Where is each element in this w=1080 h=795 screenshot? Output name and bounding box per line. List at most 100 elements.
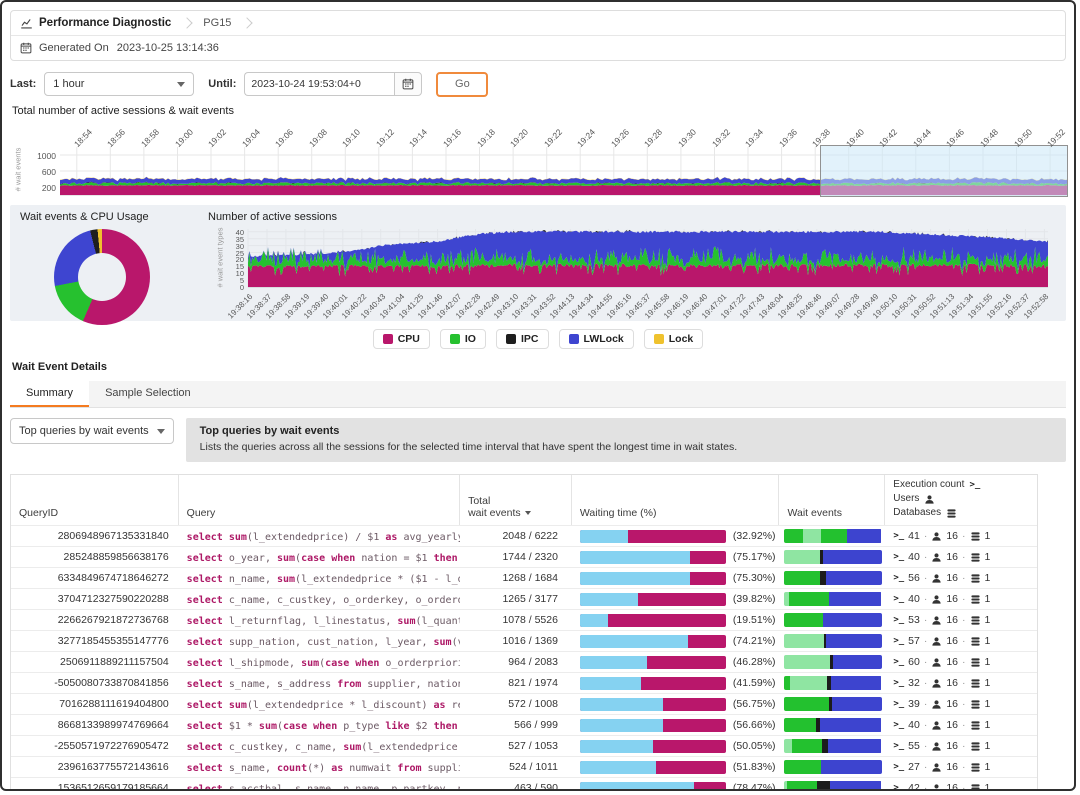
waiting-time-cell: (75.30%) <box>572 572 780 585</box>
databases-count: 1 <box>985 698 991 710</box>
table-row[interactable]: 2506911889211157504 select l_shipmode, s… <box>11 651 1037 672</box>
query-id: -5050080733870841856 <box>11 677 179 689</box>
last-select[interactable]: 1 hour <box>44 72 194 96</box>
terminal-icon: >_ <box>893 678 904 688</box>
chevron-down-icon <box>177 82 185 87</box>
column-header-queryid[interactable]: QueryID <box>11 475 179 525</box>
table-row[interactable]: 2396163775572143616 select s_name, count… <box>11 756 1037 777</box>
page-title: Performance Diagnostic <box>39 17 171 29</box>
execution-count: 32 <box>908 677 920 689</box>
tab-summary[interactable]: Summary <box>10 381 89 407</box>
table-row[interactable]: 7016288111619404800 select sum(l_extende… <box>11 693 1037 714</box>
table-row[interactable]: 2806948967135331840 select sum(l_extende… <box>11 525 1037 546</box>
user-icon <box>931 783 942 792</box>
table-row[interactable]: 8668133989974769664 select $1 * sum(case… <box>11 714 1037 735</box>
wait-event-segment <box>789 592 828 606</box>
wait-events-bar <box>784 529 882 543</box>
table-row[interactable]: 6334849674718646272 select n_name, sum(l… <box>11 567 1037 588</box>
column-header-wait-events[interactable]: Wait events <box>779 475 885 525</box>
users-count: 16 <box>946 635 958 647</box>
wait-events-bar <box>784 697 882 711</box>
waiting-time-bar <box>580 593 726 606</box>
table-row[interactable]: -5050080733870841856 select s_name, s_ad… <box>11 672 1037 693</box>
time-range-selection[interactable] <box>820 145 1068 197</box>
legend-swatch <box>654 334 664 344</box>
execution-count: 40 <box>908 593 920 605</box>
database-icon <box>970 531 981 542</box>
tab-sample-selection[interactable]: Sample Selection <box>89 381 207 407</box>
wait-event-segment <box>831 676 882 690</box>
wait-event-details-title: Wait Event Details <box>12 361 1066 373</box>
filter-bar: Last: 1 hour Until: Go <box>10 71 1066 97</box>
query-id: 2266267921872736768 <box>11 614 179 626</box>
breadcrumb-chevron-icon <box>182 17 193 28</box>
waiting-time-bar <box>580 635 726 648</box>
database-icon <box>970 573 981 584</box>
calendar-picker-button[interactable] <box>394 72 422 96</box>
table-row[interactable]: 2266267921872736768 select l_returnflag,… <box>11 609 1037 630</box>
waiting-time-percent: (32.92%) <box>733 530 776 542</box>
execution-count: 42 <box>908 782 920 791</box>
execution-cell: >_ 32· 16· 1 <box>885 677 1037 689</box>
user-icon <box>931 699 942 710</box>
wait-event-segment <box>784 760 821 774</box>
wait-event-segment <box>817 781 830 791</box>
waiting-time-bar <box>580 530 726 543</box>
breadcrumb-item-pg15[interactable]: PG15 <box>203 17 231 29</box>
waiting-time-percent: (78.47%) <box>733 782 776 791</box>
waiting-time-percent: (56.66%) <box>733 719 776 731</box>
query-sql: select $1 * sum(case when p_type like $2… <box>179 716 460 734</box>
wait-events-cell <box>780 571 886 585</box>
overview-chart[interactable]: 18:5418:5618:5819:0019:0219:0419:0619:08… <box>10 119 1074 199</box>
query-sql: select sum(l_extendedprice) / $1 as avg_… <box>179 527 460 545</box>
database-icon <box>970 636 981 647</box>
legend-item-cpu[interactable]: CPU <box>373 329 430 349</box>
query-id: 3277185455355147776 <box>11 635 179 647</box>
y-axis-label: # wait event types <box>216 222 225 294</box>
sort-desc-icon <box>525 511 531 515</box>
report-type-select[interactable]: Top queries by wait events <box>10 418 174 444</box>
execution-count: 39 <box>908 698 920 710</box>
detail-panel: Wait events & CPU Usage Number of active… <box>10 205 1066 321</box>
total-wait-events: 1268 / 1684 <box>460 572 572 584</box>
column-header-query[interactable]: Query <box>179 475 460 525</box>
waiting-time-bar <box>580 551 726 564</box>
wait-event-segment <box>823 613 882 627</box>
terminal-icon: >_ <box>893 762 904 772</box>
tab-bar: Summary Sample Selection <box>10 381 1066 408</box>
terminal-icon: >_ <box>969 479 980 491</box>
query-sql: select n_name, sum(l_extendedprice * ($1… <box>179 569 460 587</box>
table-row[interactable]: 3704712327590220288 select c_name, c_cus… <box>11 588 1037 609</box>
report-type-select-value: Top queries by wait events <box>19 425 149 437</box>
wait-event-segment <box>828 739 882 753</box>
wait-events-cell <box>780 550 886 564</box>
column-header-total-wait-events[interactable]: Total wait events <box>460 475 572 525</box>
query-id: 3704712327590220288 <box>11 593 179 605</box>
table-row[interactable]: 285248859856638176 select o_year, sum(ca… <box>11 546 1037 567</box>
sessions-chart[interactable]: 19:38:1619:38:3719:38:5819:39:1919:39:40… <box>208 223 1054 323</box>
waiting-time-cell: (75.17%) <box>572 551 780 564</box>
table-row[interactable]: 1536512659179185664 select s_acctbal, s_… <box>11 777 1037 791</box>
query-id: 1536512659179185664 <box>11 782 179 791</box>
wait-events-cell <box>780 718 886 732</box>
execution-cell: >_ 41· 16· 1 <box>885 530 1037 542</box>
databases-count: 1 <box>985 761 991 773</box>
table-row[interactable]: 3277185455355147776 select supp_nation, … <box>11 630 1037 651</box>
total-wait-events: 1265 / 3177 <box>460 593 572 605</box>
total-wait-events: 1078 / 5526 <box>460 614 572 626</box>
database-icon <box>970 615 981 626</box>
wait-event-segment <box>830 781 882 791</box>
waiting-time-cell: (19.51%) <box>572 614 780 627</box>
databases-count: 1 <box>985 572 991 584</box>
column-header-execution[interactable]: Execution count>_ Users Databases <box>885 475 1037 525</box>
until-input[interactable] <box>244 72 394 96</box>
go-button[interactable]: Go <box>436 72 488 97</box>
waiting-time-percent: (41.59%) <box>733 677 776 689</box>
sessions-chart-title: Number of active sessions <box>208 211 1056 223</box>
waiting-time-cell: (39.82%) <box>572 593 780 606</box>
query-id: 6334849674718646272 <box>11 572 179 584</box>
table-row[interactable]: -2550571972276905472 select c_custkey, c… <box>11 735 1037 756</box>
y-tick-label: 1000 <box>26 151 56 161</box>
column-header-waiting-time[interactable]: Waiting time (%) <box>572 475 780 525</box>
waiting-time-bar <box>580 761 726 774</box>
